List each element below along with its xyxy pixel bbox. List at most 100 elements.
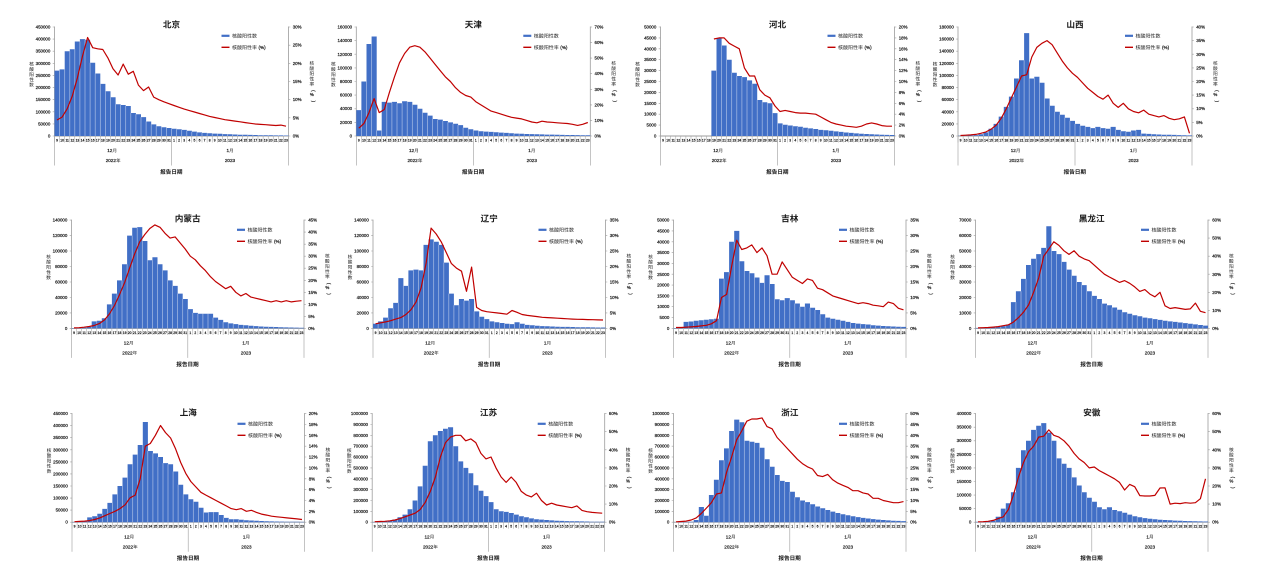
svg-text:(%): (%): [876, 433, 884, 438]
svg-text:12: 12: [409, 148, 415, 153]
svg-text:(: (: [327, 477, 332, 479]
svg-text:18: 18: [118, 331, 122, 335]
svg-text:60%: 60%: [609, 411, 618, 416]
svg-text:30%: 30%: [1196, 52, 1205, 57]
svg-text:(%): (%): [1162, 45, 1170, 50]
svg-text:7: 7: [220, 525, 222, 529]
svg-text:4: 4: [1108, 331, 1110, 335]
svg-text:5: 5: [210, 331, 212, 335]
svg-text:22: 22: [595, 525, 599, 529]
svg-text:120000: 120000: [337, 52, 352, 57]
svg-text:%: %: [927, 479, 931, 484]
svg-text:16: 16: [409, 331, 413, 335]
svg-text:140000: 140000: [354, 218, 369, 223]
svg-text:35%: 35%: [910, 218, 919, 223]
svg-text:12: 12: [974, 138, 978, 142]
svg-text:16: 16: [108, 525, 112, 529]
svg-text:15: 15: [1163, 331, 1167, 335]
svg-text:4: 4: [1092, 138, 1094, 142]
svg-text:22: 22: [1199, 331, 1203, 335]
svg-text:16: 16: [550, 138, 554, 142]
svg-text:25: 25: [455, 331, 459, 335]
svg-text:8: 8: [225, 331, 227, 335]
svg-text:350000: 350000: [53, 435, 68, 440]
svg-text:5: 5: [812, 331, 814, 335]
svg-text:27: 27: [147, 138, 151, 142]
svg-text:12: 12: [545, 525, 549, 529]
svg-text:24: 24: [1052, 525, 1056, 529]
svg-text:0: 0: [654, 134, 657, 139]
svg-text:12: 12: [1028, 341, 1034, 346]
svg-text:23: 23: [143, 331, 147, 335]
svg-text:300000: 300000: [655, 487, 670, 492]
svg-text:19: 19: [1183, 525, 1187, 529]
svg-text:3: 3: [500, 525, 502, 529]
svg-text:13: 13: [694, 331, 698, 335]
svg-text:10: 10: [379, 331, 383, 335]
svg-text:17: 17: [702, 138, 706, 142]
svg-text:40%: 40%: [910, 433, 919, 438]
svg-text:1: 1: [791, 525, 793, 529]
svg-text:23: 23: [601, 331, 605, 335]
svg-text:21: 21: [434, 331, 438, 335]
svg-text:(%): (%): [560, 45, 568, 50]
svg-text:13: 13: [1153, 331, 1157, 335]
svg-text:12%: 12%: [899, 68, 908, 73]
svg-text:19: 19: [279, 331, 283, 335]
svg-text:19: 19: [712, 138, 716, 142]
svg-text:100000: 100000: [353, 509, 368, 514]
svg-text:2023: 2023: [1145, 351, 1156, 356]
svg-text:12: 12: [245, 525, 249, 529]
svg-text:12: 12: [372, 138, 376, 142]
svg-text:400000: 400000: [53, 423, 68, 428]
svg-text:29: 29: [174, 525, 178, 529]
svg-text:15%: 15%: [610, 280, 619, 285]
svg-text:28: 28: [758, 138, 762, 142]
svg-text:18: 18: [1178, 525, 1182, 529]
svg-text:11: 11: [525, 138, 529, 142]
svg-text:18: 18: [707, 138, 711, 142]
svg-text:9: 9: [1134, 331, 1136, 335]
svg-text:23: 23: [1188, 138, 1192, 142]
svg-text:23: 23: [745, 331, 749, 335]
svg-text:200000: 200000: [53, 471, 68, 476]
svg-text:10: 10: [981, 331, 985, 335]
svg-text:140000: 140000: [53, 218, 68, 223]
svg-text:12: 12: [1028, 534, 1034, 539]
svg-text:0: 0: [366, 326, 369, 331]
svg-text:15%: 15%: [308, 290, 317, 295]
svg-text:15: 15: [243, 138, 247, 142]
svg-text:21: 21: [290, 525, 294, 529]
svg-text:2: 2: [194, 331, 196, 335]
svg-text:): ): [627, 487, 632, 489]
svg-text:20: 20: [428, 525, 432, 529]
svg-text:17: 17: [269, 331, 273, 335]
svg-text:11: 11: [384, 331, 388, 335]
svg-text:9: 9: [531, 331, 533, 335]
svg-text:1000000: 1000000: [652, 411, 670, 416]
svg-text:21: 21: [892, 331, 896, 335]
svg-text:200000: 200000: [353, 498, 368, 503]
svg-text:50%: 50%: [609, 429, 618, 434]
svg-text:12: 12: [107, 148, 113, 153]
svg-text:100000: 100000: [354, 249, 369, 254]
svg-text:21: 21: [590, 525, 594, 529]
svg-text:1: 1: [243, 534, 246, 539]
svg-text:0%: 0%: [308, 326, 314, 331]
svg-text:(%): (%): [865, 45, 873, 50]
svg-text:2: 2: [496, 331, 498, 335]
svg-text:20%: 20%: [308, 278, 317, 283]
svg-text:14: 14: [856, 331, 860, 335]
svg-text:15%: 15%: [293, 79, 302, 84]
svg-text:24: 24: [449, 331, 453, 335]
svg-text:(%): (%): [275, 433, 283, 438]
svg-text:14: 14: [238, 138, 242, 142]
svg-text:30%: 30%: [610, 233, 619, 238]
svg-text:15: 15: [403, 525, 407, 529]
svg-text:%: %: [927, 285, 931, 290]
svg-text:450000: 450000: [53, 411, 68, 416]
svg-text:25%: 25%: [610, 249, 619, 254]
svg-text:4: 4: [204, 331, 206, 335]
svg-text:30: 30: [780, 331, 784, 335]
svg-text:250000: 250000: [36, 73, 51, 78]
